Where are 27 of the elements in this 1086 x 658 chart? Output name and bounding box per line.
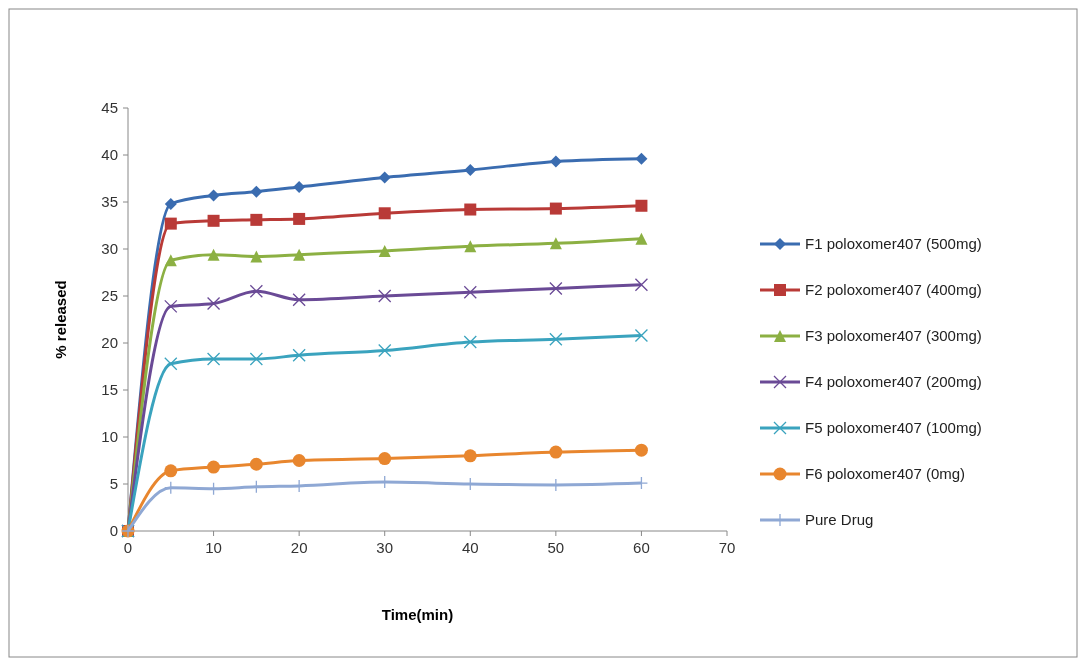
y-tick-label: 10 <box>101 428 118 446</box>
y-tick-label: 35 <box>101 193 118 211</box>
legend-label: F3 poloxomer407 (300mg) <box>805 327 982 345</box>
x-tick-label: 10 <box>205 539 222 556</box>
legend-label: F5 poloxomer407 (100mg) <box>805 419 982 437</box>
y-tick-label: 0 <box>109 522 118 540</box>
x-tick-label: 40 <box>461 539 479 556</box>
legend-label: F4 poloxomer407 (200mg) <box>805 373 982 391</box>
y-tick-label: 15 <box>101 381 118 399</box>
legend-label: F2 poloxomer407 (400mg) <box>805 281 982 299</box>
y-tick-label: 25 <box>101 287 118 305</box>
y-axis-title: % released <box>52 280 69 359</box>
x-tick-label: 20 <box>290 539 308 556</box>
y-tick-label: 45 <box>101 99 118 117</box>
legend-label: Pure Drug <box>805 511 874 529</box>
y-tick-label: 40 <box>101 146 118 164</box>
x-tick-label: 60 <box>633 539 650 556</box>
y-tick-label: 5 <box>109 475 118 493</box>
y-tick-label: 30 <box>101 240 118 258</box>
y-tick-label: 20 <box>101 334 118 352</box>
x-axis-title: Time(min) <box>381 606 454 623</box>
x-tick-label: 30 <box>376 539 394 556</box>
x-tick-label: 0 <box>123 539 133 556</box>
legend-label: F1 poloxomer407 (500mg) <box>805 235 982 253</box>
x-tick-label: 70 <box>718 539 736 556</box>
legend-label: F6 poloxomer407 (0mg) <box>805 465 966 483</box>
x-tick-label: 50 <box>547 539 565 556</box>
